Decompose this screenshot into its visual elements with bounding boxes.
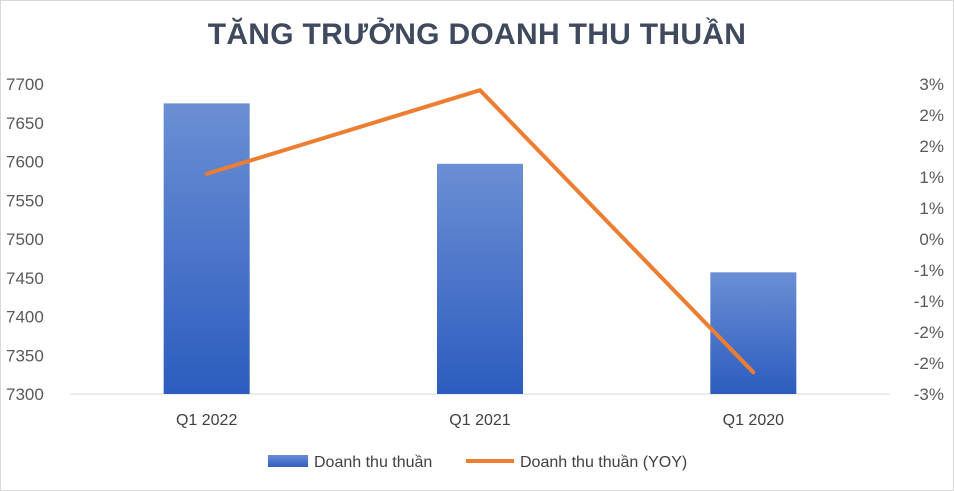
left-tick-label: 7600	[6, 153, 44, 172]
left-tick-label: 7450	[6, 269, 44, 288]
left-tick-label: 7350	[6, 346, 44, 365]
bar	[710, 272, 797, 394]
right-tick-label: 2%	[919, 137, 944, 156]
right-tick-label: -1%	[914, 261, 944, 280]
category-label: Q1 2020	[723, 412, 784, 429]
chart-title: TĂNG TRƯỞNG DOANH THU THUẦN	[207, 18, 747, 51]
left-tick-label: 7400	[6, 308, 44, 327]
legend: Doanh thu thuần Doanh thu thuần (YOY)	[268, 454, 687, 471]
right-axis: 3% 2% 2% 1% 1% 0% -1% -1% -2% -2% -3%	[914, 75, 944, 404]
bar	[163, 103, 250, 394]
category-axis: Q1 2022 Q1 2021 Q1 2020	[176, 412, 784, 429]
legend-bar-label: Doanh thu thuần	[314, 454, 432, 471]
left-tick-label: 7700	[6, 75, 44, 94]
line-series	[204, 88, 756, 375]
left-tick-label: 7650	[6, 114, 44, 133]
right-tick-label: 2%	[919, 106, 944, 125]
bar	[437, 163, 523, 394]
legend-line-label: Doanh thu thuần (YOY)	[520, 454, 687, 471]
right-tick-label: -3%	[914, 385, 944, 404]
left-tick-label: 7300	[6, 385, 44, 404]
right-tick-label: -1%	[914, 292, 944, 311]
category-label: Q1 2022	[176, 412, 237, 429]
left-tick-label: 7500	[6, 230, 44, 249]
right-tick-label: 1%	[919, 168, 944, 187]
right-tick-label: 3%	[919, 75, 944, 94]
category-label: Q1 2021	[449, 412, 510, 429]
bar-series	[163, 103, 797, 394]
left-tick-label: 7550	[6, 191, 44, 210]
left-axis: 7700 7650 7600 7550 7500 7450 7400 7350 7300	[6, 75, 44, 404]
right-tick-label: 1%	[919, 199, 944, 218]
right-tick-label: -2%	[914, 354, 944, 373]
right-tick-label: 0%	[919, 230, 944, 249]
legend-bar-swatch	[268, 455, 308, 467]
right-tick-label: -2%	[914, 323, 944, 342]
